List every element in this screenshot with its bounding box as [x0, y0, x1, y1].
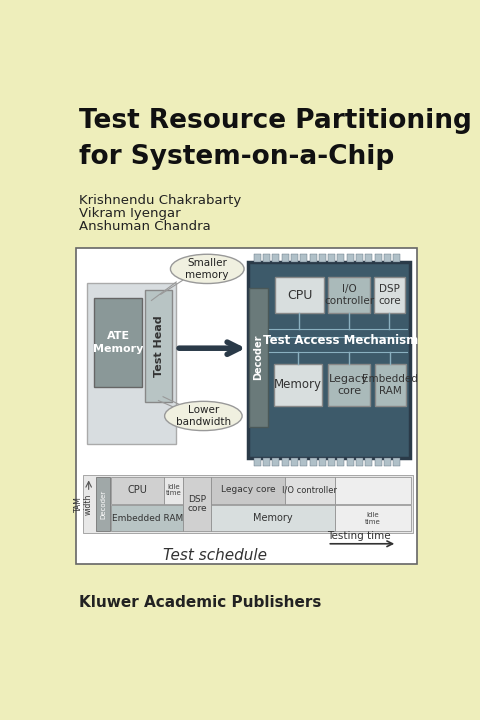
Bar	[291, 459, 298, 466]
Text: Memory: Memory	[274, 378, 322, 391]
Bar	[356, 254, 363, 262]
Bar	[87, 283, 176, 444]
Ellipse shape	[165, 401, 242, 431]
Text: Testing time: Testing time	[327, 531, 391, 541]
Bar	[111, 477, 164, 504]
Text: Test schedule: Test schedule	[163, 549, 267, 563]
Bar	[310, 254, 316, 262]
Bar	[365, 459, 372, 466]
Bar	[328, 277, 370, 312]
Text: Test Access Mechanism: Test Access Mechanism	[263, 334, 418, 347]
Text: Smaller
memory: Smaller memory	[185, 258, 229, 279]
Bar	[328, 254, 335, 262]
Bar	[282, 254, 288, 262]
Bar	[347, 459, 354, 466]
Bar	[272, 254, 279, 262]
Bar	[384, 459, 391, 466]
Text: CPU: CPU	[128, 485, 147, 495]
Bar	[249, 288, 268, 427]
Text: Legacy core: Legacy core	[221, 485, 275, 495]
Text: Embedded RAM: Embedded RAM	[111, 514, 183, 523]
Bar	[374, 277, 405, 312]
Bar	[94, 298, 142, 387]
Text: ATE
Memory: ATE Memory	[93, 331, 144, 354]
Bar	[272, 459, 279, 466]
Bar	[356, 459, 363, 466]
Bar	[96, 477, 110, 531]
Bar	[337, 254, 345, 262]
Text: Test Head: Test Head	[154, 315, 164, 377]
Text: Anshuman Chandra: Anshuman Chandra	[79, 220, 211, 233]
Text: CPU: CPU	[287, 289, 312, 302]
Bar	[164, 477, 183, 504]
Bar	[291, 254, 298, 262]
Bar	[274, 364, 322, 406]
Text: DSP
core: DSP core	[187, 495, 207, 513]
Text: Idle
time: Idle time	[166, 484, 181, 496]
Bar	[248, 262, 410, 459]
Text: Idle
time: Idle time	[365, 512, 381, 525]
Bar	[328, 364, 370, 406]
Text: Memory: Memory	[253, 513, 293, 523]
Bar	[300, 254, 307, 262]
Bar	[375, 254, 382, 262]
Bar	[276, 277, 324, 312]
Text: I/O
controller: I/O controller	[324, 284, 374, 306]
Bar	[319, 459, 326, 466]
Bar	[393, 254, 400, 262]
Bar	[347, 254, 354, 262]
Text: I/O controller: I/O controller	[282, 485, 337, 495]
Bar	[285, 477, 335, 504]
Bar	[328, 459, 335, 466]
Bar	[375, 364, 406, 406]
Text: Kluwer Academic Publishers: Kluwer Academic Publishers	[79, 595, 322, 610]
Bar	[310, 459, 316, 466]
Bar	[75, 248, 417, 564]
Bar	[337, 459, 345, 466]
Text: Legacy
core: Legacy core	[329, 374, 369, 395]
Bar	[393, 459, 400, 466]
Bar	[83, 475, 413, 533]
Bar	[335, 505, 411, 531]
Text: Decoder: Decoder	[100, 490, 107, 518]
Bar	[254, 254, 261, 262]
Bar	[263, 254, 270, 262]
Text: Krishnendu Chakrabarty: Krishnendu Chakrabarty	[79, 194, 241, 207]
Bar	[111, 505, 183, 531]
Bar	[263, 459, 270, 466]
Bar	[282, 459, 288, 466]
Bar	[365, 254, 372, 262]
Bar	[211, 477, 285, 504]
Text: Lower
bandwidth: Lower bandwidth	[176, 405, 231, 427]
Ellipse shape	[170, 254, 244, 284]
Text: Decoder: Decoder	[253, 335, 264, 380]
Bar	[254, 459, 261, 466]
Bar	[384, 254, 391, 262]
Text: Test Resource Partitioning: Test Resource Partitioning	[79, 108, 472, 134]
Text: for System-on-a-Chip: for System-on-a-Chip	[79, 144, 395, 170]
Bar	[335, 477, 411, 504]
Text: Vikram Iyengar: Vikram Iyengar	[79, 207, 181, 220]
Bar	[145, 290, 172, 402]
Bar	[300, 459, 307, 466]
Bar	[211, 505, 335, 531]
Bar	[375, 459, 382, 466]
Text: DSP
core: DSP core	[378, 284, 401, 306]
Text: TAM
width: TAM width	[74, 493, 93, 515]
Bar	[183, 477, 211, 531]
Bar	[319, 254, 326, 262]
Text: Embedded
RAM: Embedded RAM	[362, 374, 418, 395]
